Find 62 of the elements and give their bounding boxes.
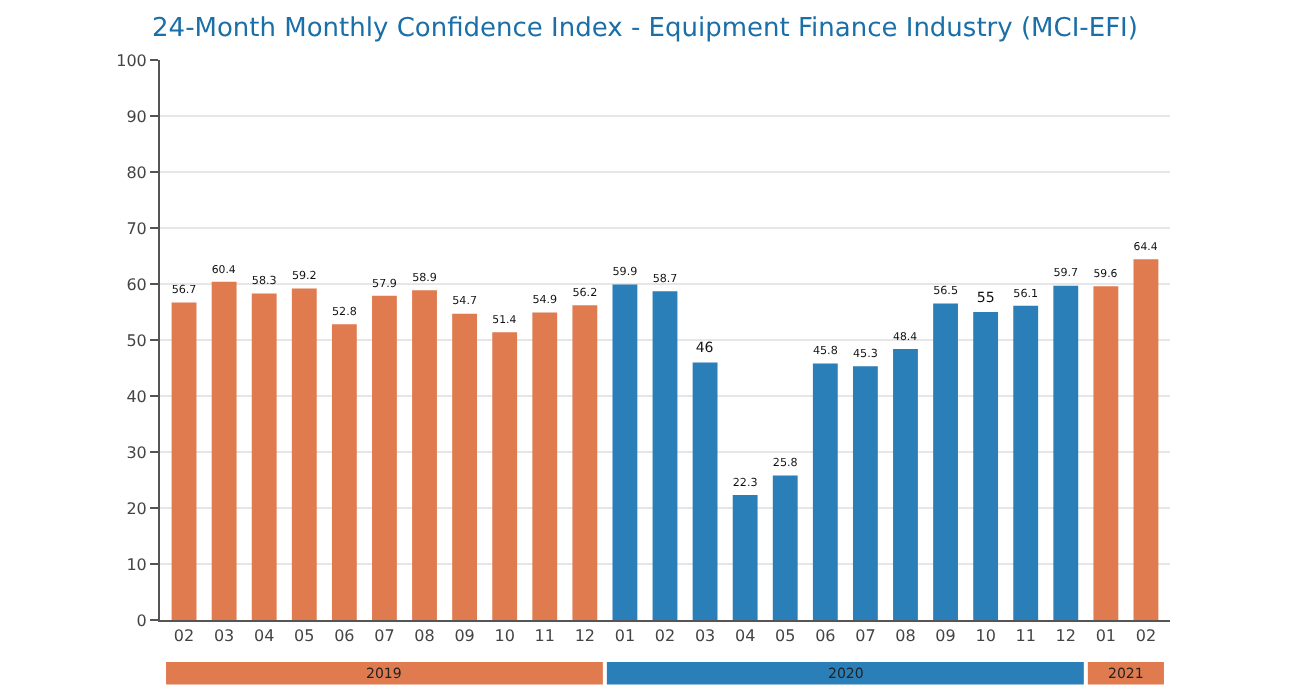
x-tick-label: 03 (694, 627, 716, 646)
y-tick-label: 0 (136, 611, 147, 630)
bar (812, 363, 838, 620)
bar (1093, 286, 1119, 620)
y-tick-label: 10 (126, 555, 147, 574)
bar (211, 281, 237, 620)
bar (532, 312, 558, 620)
y-tick-label: 30 (126, 443, 147, 462)
bar (251, 293, 277, 620)
bar (692, 362, 718, 620)
x-tick-label: 10 (494, 627, 515, 646)
bar (492, 332, 518, 620)
x-tick-label: 03 (213, 627, 235, 646)
bar (171, 302, 197, 620)
x-tick-label: 11 (534, 627, 555, 646)
x-tick-label: 09 (454, 627, 475, 646)
x-tick-label: 02 (173, 627, 195, 646)
x-tick-label: 08 (895, 627, 916, 646)
bar (1013, 305, 1039, 620)
y-tick-label: 80 (126, 163, 147, 182)
bar (973, 312, 999, 620)
bar (572, 305, 598, 620)
x-tick-label: 04 (734, 627, 756, 646)
x-tick-label: 01 (614, 627, 636, 646)
x-tick-label: 06 (334, 627, 355, 646)
bar (412, 290, 437, 620)
x-tick-label: 06 (815, 627, 836, 646)
bar (1133, 259, 1159, 620)
bar (893, 348, 918, 620)
y-tick-label: 70 (126, 219, 147, 238)
bar (652, 291, 678, 620)
x-tick-label: 12 (1055, 627, 1076, 646)
x-tick-label: 02 (1135, 627, 1157, 646)
x-tick-label: 02 (654, 627, 676, 646)
bar (331, 324, 357, 620)
x-tick-label: 04 (254, 627, 275, 646)
x-tick-label: 05 (775, 627, 796, 646)
x-tick-label: 01 (1095, 627, 1117, 646)
bar (772, 475, 798, 620)
x-tick-label: 12 (574, 627, 596, 646)
chart-title: 24-Month Monthly Confidence Index - Equipment Finance Industry (MCI-EFI) (152, 13, 1138, 44)
y-tick-label: 50 (126, 331, 147, 350)
bar (372, 295, 397, 620)
x-tick-label: 07 (374, 627, 395, 646)
bar (612, 284, 638, 620)
bar (1053, 285, 1079, 620)
y-tick-label: 40 (126, 387, 147, 406)
bar (291, 288, 317, 620)
y-tick-label: 20 (126, 499, 147, 518)
x-tick-label: 09 (935, 627, 956, 646)
x-tick-label: 05 (294, 627, 315, 646)
y-tick-label: 90 (126, 107, 147, 126)
bar (732, 495, 758, 620)
y-tick-label: 60 (126, 275, 147, 294)
bar (852, 366, 878, 620)
y-tick-label: 100 (116, 51, 147, 70)
bar (933, 303, 958, 620)
x-tick-label: 11 (1015, 627, 1036, 646)
x-tick-label: 07 (855, 627, 876, 646)
bar (452, 313, 478, 620)
x-tick-label: 10 (975, 627, 996, 646)
x-tick-label: 08 (414, 627, 435, 646)
